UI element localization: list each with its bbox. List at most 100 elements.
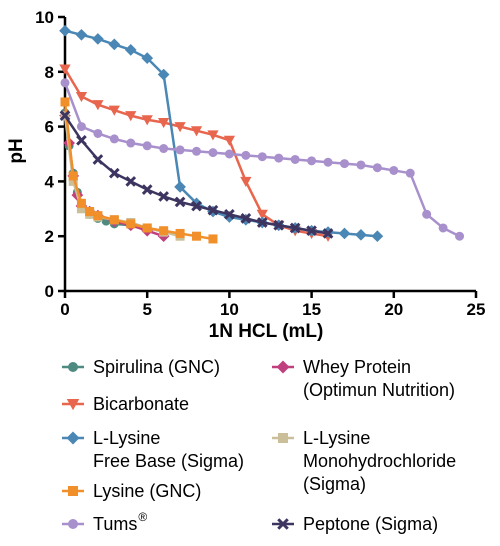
x-tick-label: 10 xyxy=(220,300,239,319)
series-l-lysine-free-base-sigma xyxy=(59,24,384,243)
data-point xyxy=(68,171,78,181)
data-point xyxy=(371,230,384,243)
data-point xyxy=(108,105,120,116)
data-point xyxy=(124,44,137,56)
data-point xyxy=(192,146,202,156)
data-point xyxy=(289,222,301,234)
legend-item-l-lysine-free-base-sigma: L-Lysine Free Base (Sigma) xyxy=(62,428,244,471)
data-point xyxy=(125,111,137,122)
data-point xyxy=(93,211,103,221)
x-axis-title: 1N HCL (mL) xyxy=(209,321,324,342)
legend-item-spirulina-gnc: Spirulina (GNC) xyxy=(62,357,220,377)
data-point xyxy=(125,176,137,187)
data-point xyxy=(158,117,170,129)
legend-marker xyxy=(68,519,78,529)
series-lysine-gnc xyxy=(60,97,218,244)
data-point xyxy=(59,110,71,121)
data-point xyxy=(405,168,415,178)
data-point xyxy=(190,126,203,137)
data-point xyxy=(109,134,119,144)
legend-label: Lysine (GNC) xyxy=(93,481,201,501)
x-tick-label: 0 xyxy=(60,300,69,319)
data-point xyxy=(174,196,186,208)
data-point xyxy=(240,213,252,224)
data-point xyxy=(60,97,70,107)
data-point xyxy=(141,184,153,195)
data-point xyxy=(158,191,169,202)
data-point xyxy=(191,200,202,212)
legend-label: Spirulina (GNC) xyxy=(93,357,220,377)
data-point xyxy=(256,209,268,220)
legend-label: (Sigma) xyxy=(303,474,366,494)
x-tick-label: 5 xyxy=(142,300,151,319)
data-point xyxy=(174,181,186,193)
legend-marker xyxy=(276,360,290,374)
series-peptone-sigma xyxy=(59,110,334,239)
data-point xyxy=(240,176,252,188)
y-tick-label: 10 xyxy=(35,8,54,27)
data-point xyxy=(108,167,120,179)
data-point xyxy=(175,145,185,155)
legend-item-lysine-gnc: Lysine (GNC) xyxy=(62,481,201,501)
data-point xyxy=(76,122,86,132)
data-point xyxy=(108,38,121,51)
legend-item-peptone-sigma: Peptone (Sigma) xyxy=(272,514,438,534)
y-tick-label: 4 xyxy=(45,172,55,191)
legend-item-l-lysine-monohydrochloride-sigma: L-Lysine Monohydrochloride (Sigma) xyxy=(272,428,456,494)
data-point xyxy=(142,141,152,151)
data-point xyxy=(223,135,236,146)
legend-item-tums: Tums ® xyxy=(62,510,147,534)
legend-marker xyxy=(278,433,288,443)
data-point xyxy=(60,78,70,88)
data-point xyxy=(207,204,219,216)
legend-label: Free Base (Sigma) xyxy=(93,451,244,471)
y-axis-title: pH xyxy=(6,138,27,163)
data-point xyxy=(274,153,284,163)
legend-marker xyxy=(66,399,80,411)
x-tick-label: 20 xyxy=(384,300,403,319)
data-point xyxy=(92,154,104,165)
data-point xyxy=(92,33,104,45)
data-point xyxy=(241,150,251,160)
data-point xyxy=(438,223,448,233)
x-tick-label: 15 xyxy=(302,300,321,319)
data-point xyxy=(92,100,104,111)
data-point xyxy=(85,207,95,217)
y-axis: 0 2 4 6 8 10 pH xyxy=(6,8,67,301)
data-point xyxy=(76,204,86,214)
legend-label-superscript: ® xyxy=(138,510,147,524)
data-point xyxy=(257,152,267,162)
data-point xyxy=(141,115,153,126)
data-point xyxy=(256,217,268,228)
data-point xyxy=(389,165,399,175)
data-point xyxy=(93,128,103,138)
data-point xyxy=(208,234,218,244)
series-spirulina-gnc xyxy=(60,108,152,233)
legend: Spirulina (GNC) Whey Protein (Optimun Nutr… xyxy=(62,357,456,534)
legend-label: Monohydrochloride xyxy=(303,451,456,471)
series-line xyxy=(64,29,378,238)
data-point xyxy=(307,156,317,166)
data-point xyxy=(322,228,334,239)
data-point xyxy=(273,219,285,231)
data-point xyxy=(192,231,202,241)
legend-label: Peptone (Sigma) xyxy=(303,514,438,534)
y-tick-label: 6 xyxy=(45,118,54,137)
data-point xyxy=(356,160,366,170)
legend-marker xyxy=(68,362,78,372)
x-tick-group: 0 5 10 15 20 25 xyxy=(60,291,485,319)
legend-label: L-Lysine xyxy=(303,428,370,448)
data-point xyxy=(208,148,218,158)
legend-marker xyxy=(277,518,289,530)
data-point xyxy=(455,231,465,241)
series-tums xyxy=(60,78,465,241)
data-point xyxy=(157,68,170,81)
legend-item-whey-protein-optimun-nutrition: Whey Protein (Optimun Nutrition) xyxy=(272,357,455,400)
data-point xyxy=(59,24,71,37)
data-point xyxy=(126,219,136,229)
data-point xyxy=(109,215,119,225)
data-point xyxy=(159,144,169,154)
x-axis: 0 5 10 15 20 25 1N HCL (mL) xyxy=(60,289,485,342)
data-point xyxy=(76,198,86,208)
